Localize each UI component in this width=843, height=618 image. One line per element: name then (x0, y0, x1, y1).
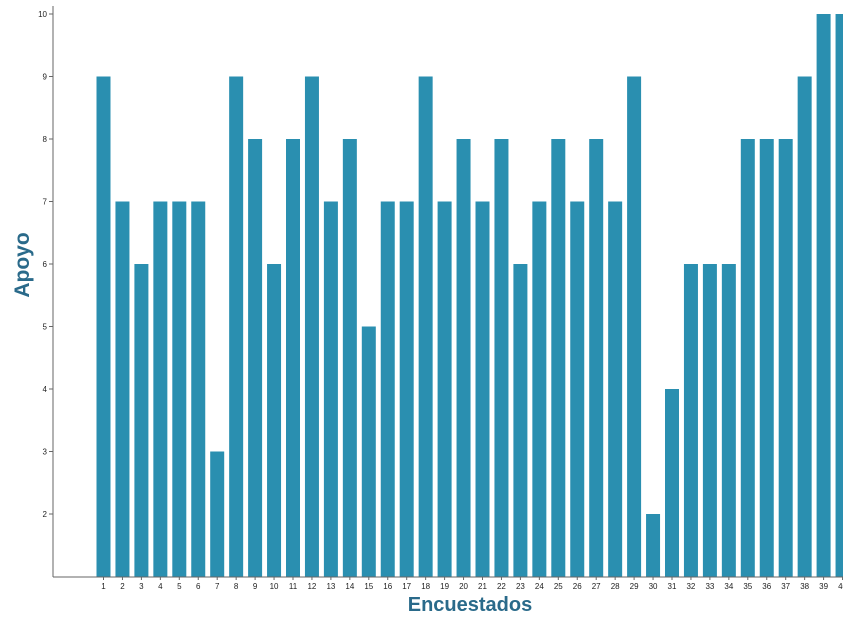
bar-30 (646, 514, 660, 577)
bar-8 (229, 77, 243, 578)
bar-40 (836, 14, 843, 577)
bar-29 (627, 77, 641, 578)
x-tick-label: 32 (686, 582, 695, 591)
bar-5 (172, 202, 186, 578)
x-tick-label: 30 (649, 582, 658, 591)
bar-27 (589, 139, 603, 577)
bar-32 (684, 264, 698, 577)
x-tick-label: 35 (743, 582, 752, 591)
x-tick-label: 31 (668, 582, 677, 591)
y-tick-label: 2 (43, 510, 48, 519)
bar-33 (703, 264, 717, 577)
bar-14 (343, 139, 357, 577)
bar-20 (457, 139, 471, 577)
x-tick-label: 25 (554, 582, 563, 591)
x-tick-label: 3 (139, 582, 144, 591)
x-tick-label: 12 (307, 582, 316, 591)
bar-31 (665, 389, 679, 577)
x-tick-label: 40 (838, 582, 843, 591)
bar-26 (570, 202, 584, 578)
x-tick-label: 13 (326, 582, 335, 591)
y-tick-label: 3 (43, 448, 48, 457)
x-tick-label: 37 (781, 582, 790, 591)
x-tick-label: 36 (762, 582, 771, 591)
x-tick-label: 22 (497, 582, 506, 591)
x-tick-label: 5 (177, 582, 182, 591)
y-tick-label: 10 (38, 10, 47, 19)
bar-21 (476, 202, 490, 578)
y-tick-label: 9 (43, 73, 48, 82)
bar-35 (741, 139, 755, 577)
y-tick-label: 7 (43, 198, 48, 207)
bar-25 (551, 139, 565, 577)
bar-6 (191, 202, 205, 578)
x-tick-label: 11 (289, 582, 298, 591)
x-tick-label: 26 (573, 582, 582, 591)
y-tick-label: 4 (43, 385, 48, 394)
bar-39 (817, 14, 831, 577)
x-tick-label: 33 (705, 582, 714, 591)
x-tick-label: 24 (535, 582, 544, 591)
bar-4 (153, 202, 167, 578)
bar-23 (513, 264, 527, 577)
x-tick-label: 15 (364, 582, 373, 591)
x-tick-label: 39 (819, 582, 828, 591)
y-axis-label: Apoyo (8, 220, 38, 310)
x-tick-label: 6 (196, 582, 201, 591)
y-tick-label: 5 (43, 323, 48, 332)
bar-19 (438, 202, 452, 578)
x-tick-label: 17 (402, 582, 411, 591)
bar-22 (494, 139, 508, 577)
x-tick-label: 28 (611, 582, 620, 591)
x-tick-label: 1 (101, 582, 106, 591)
x-tick-label: 20 (459, 582, 468, 591)
bar-12 (305, 77, 319, 578)
bar-1 (97, 77, 111, 578)
bar-13 (324, 202, 338, 578)
bar-36 (760, 139, 774, 577)
bar-3 (134, 264, 148, 577)
x-tick-label: 19 (440, 582, 449, 591)
x-tick-label: 8 (234, 582, 239, 591)
bar-9 (248, 139, 262, 577)
y-axis-ticks: 2 3 4 5 6 7 8 9 10 (38, 10, 53, 519)
x-tick-label: 4 (158, 582, 163, 591)
x-tick-label: 2 (120, 582, 125, 591)
x-tick-label: 10 (270, 582, 279, 591)
x-tick-label: 18 (421, 582, 430, 591)
bar-2 (115, 202, 129, 578)
bar-17 (400, 202, 414, 578)
x-tick-label: 21 (478, 582, 487, 591)
bar-10 (267, 264, 281, 577)
x-tick-label: 23 (516, 582, 525, 591)
y-tick-label: 6 (43, 260, 48, 269)
x-tick-label: 27 (592, 582, 601, 591)
bar-11 (286, 139, 300, 577)
x-tick-label: 38 (800, 582, 809, 591)
x-tick-label: 9 (253, 582, 258, 591)
x-tick-label: 34 (724, 582, 733, 591)
bar-7 (210, 452, 224, 578)
bar-38 (798, 77, 812, 578)
x-tick-label: 29 (630, 582, 639, 591)
bar-24 (532, 202, 546, 578)
bar-34 (722, 264, 736, 577)
x-tick-label: 7 (215, 582, 220, 591)
bar-16 (381, 202, 395, 578)
x-tick-label: 14 (345, 582, 354, 591)
y-tick-label: 8 (43, 135, 48, 144)
bars-group (97, 14, 843, 577)
bar-18 (419, 77, 433, 578)
bar-37 (779, 139, 793, 577)
bar-15 (362, 327, 376, 578)
x-axis-label: Encuestados (320, 592, 620, 618)
bar-28 (608, 202, 622, 578)
x-tick-label: 16 (383, 582, 392, 591)
